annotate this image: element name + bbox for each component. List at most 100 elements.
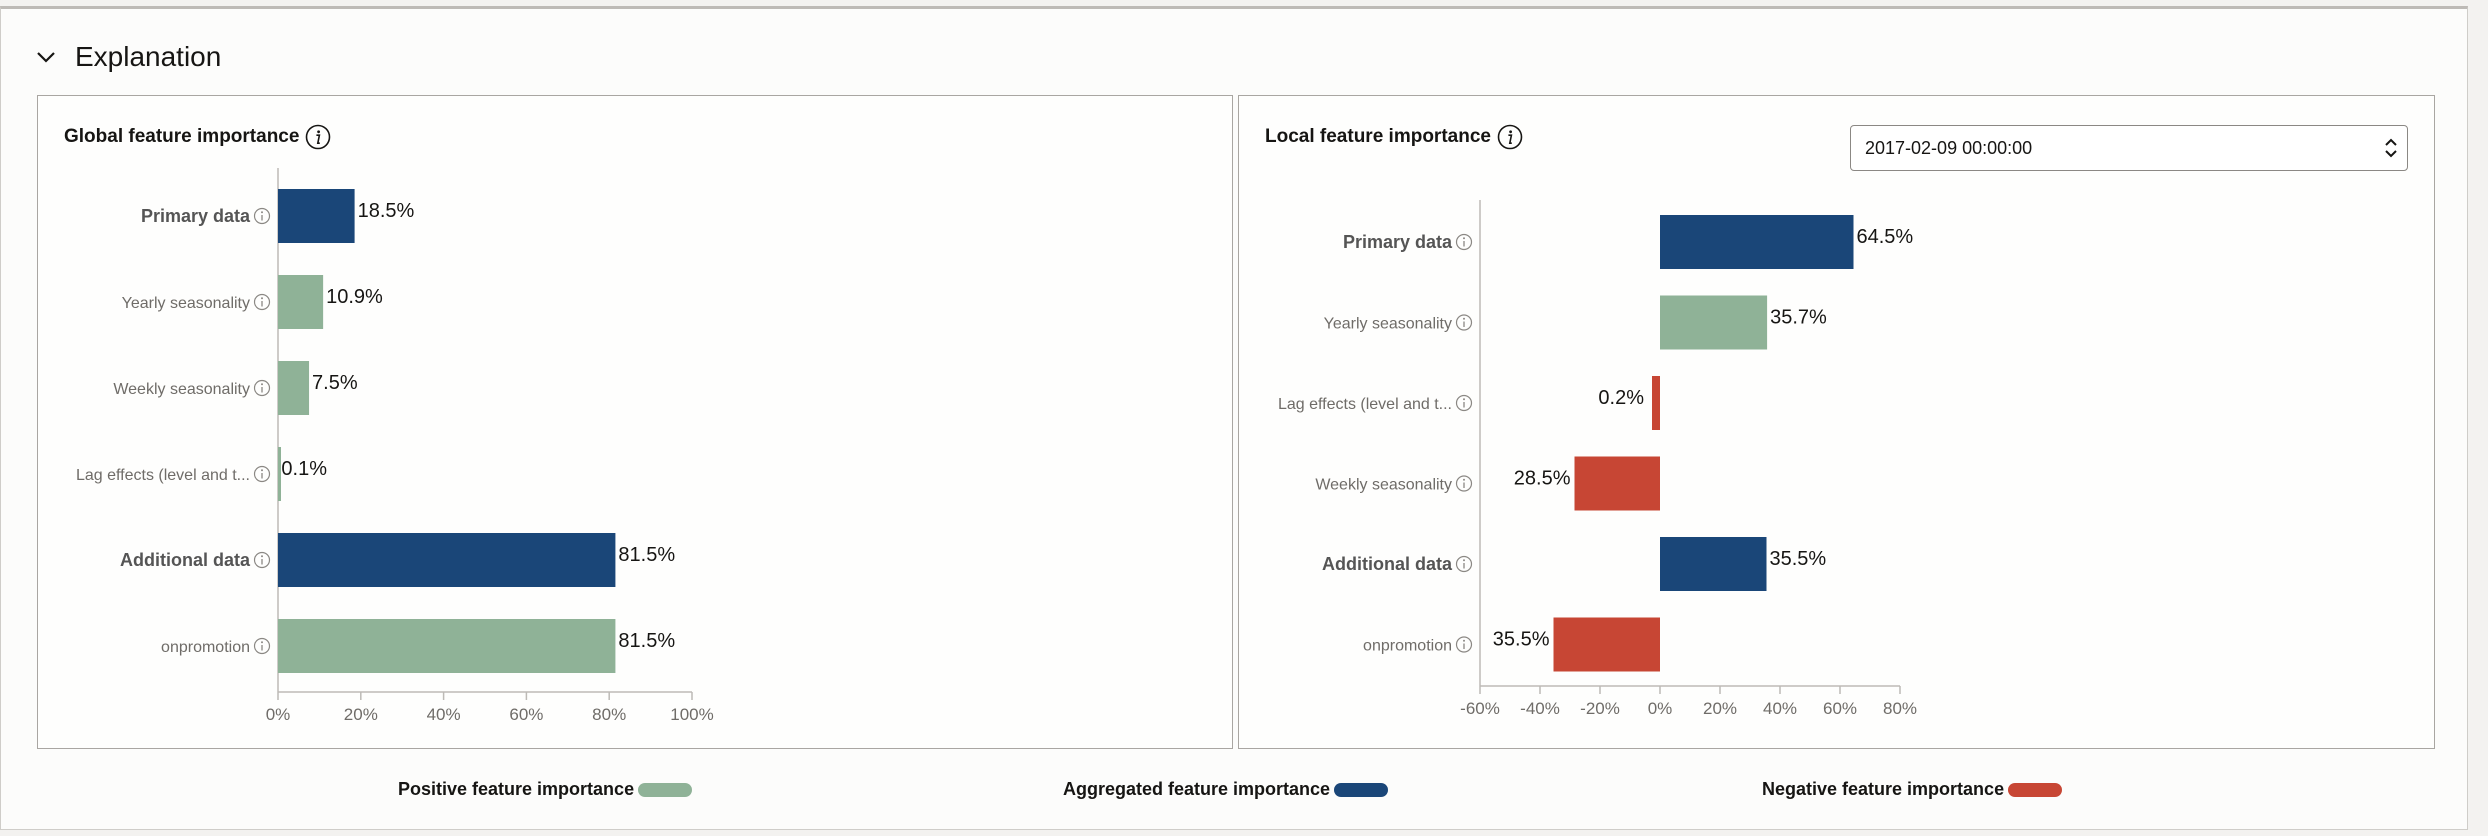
category-label: Weekly seasonality xyxy=(113,381,250,398)
info-icon-dot xyxy=(261,555,263,558)
category-label: Additional data xyxy=(1322,554,1453,574)
info-icon-dot xyxy=(1463,317,1465,320)
info-icon xyxy=(1455,475,1473,492)
category-label: Primary data xyxy=(1343,232,1453,252)
info-icon[interactable] xyxy=(305,124,331,150)
date-select-value: 2017-02-09 00:00:00 xyxy=(1865,138,2033,158)
info-icon xyxy=(253,551,271,569)
bar-value-label: 18.5% xyxy=(358,200,415,222)
bar-negative xyxy=(1553,617,1660,672)
info-icon xyxy=(253,465,271,483)
info-icon[interactable] xyxy=(1497,124,1523,150)
legend-positive: Positive feature importance xyxy=(398,779,693,800)
info-icon xyxy=(253,637,271,655)
global-title-text: Global feature importance xyxy=(64,126,300,147)
x-tick-label: 80% xyxy=(592,705,626,724)
legend-positive-swatch xyxy=(638,782,693,797)
info-icon-dot xyxy=(1463,478,1465,481)
category-label: Yearly seasonality xyxy=(122,295,250,312)
bar-positive xyxy=(278,619,616,673)
x-tick-label: 40% xyxy=(427,705,461,724)
section-title: Explanation xyxy=(75,41,222,72)
bar-value-label: 10.9% xyxy=(326,286,383,308)
section-header[interactable]: Explanation xyxy=(35,37,221,77)
local-panel-title: Local feature importance xyxy=(1265,124,1523,150)
x-tick-label: 40% xyxy=(1763,699,1797,718)
x-tick-label: 80% xyxy=(1883,699,1917,718)
bar-value-label: 35.7% xyxy=(1770,307,1827,329)
bar-aggregated xyxy=(1660,215,1854,269)
category-label: onpromotion xyxy=(1363,638,1452,655)
x-tick-label: 100% xyxy=(670,705,713,724)
local-title-text: Local feature importance xyxy=(1265,126,1491,147)
global-panel-title: Global feature importance xyxy=(64,124,331,150)
x-tick-label: -60% xyxy=(1460,699,1500,718)
x-tick-label: 20% xyxy=(344,705,378,724)
bar-positive xyxy=(278,447,281,501)
info-icon xyxy=(1455,555,1473,573)
explanation-section: Explanation Global feature importance 0%… xyxy=(0,6,2468,830)
info-icon-dot xyxy=(1463,559,1465,562)
chevron-updown-icon xyxy=(2385,138,2397,158)
legend-negative-label: Negative feature importance xyxy=(1762,779,2005,799)
bar-negative xyxy=(1652,376,1660,430)
info-icon xyxy=(253,379,271,397)
chevron-down-icon[interactable] xyxy=(35,46,57,68)
info-icon xyxy=(1455,636,1473,653)
legend-aggregated-swatch xyxy=(1334,782,1389,797)
bar-value-label: 35.5% xyxy=(1770,548,1827,570)
category-label: Primary data xyxy=(141,206,251,226)
global-importance-panel: Global feature importance 0% 20% 40% 60% 80%… xyxy=(37,95,1233,749)
bar-value-label: 28.5% xyxy=(1514,468,1571,490)
bar-value-label: 7.5% xyxy=(312,372,358,394)
info-icon xyxy=(1455,394,1473,412)
info-icon-dot xyxy=(1463,237,1465,240)
category-label: Lag effects (level and t... xyxy=(1278,396,1452,413)
bar-positive xyxy=(1660,295,1768,350)
x-tick-label: 20% xyxy=(1703,699,1737,718)
legend-negative-swatch xyxy=(2008,782,2063,797)
legend-aggregated-label: Aggregated feature importance xyxy=(1063,779,1331,799)
bar-value-label: 81.5% xyxy=(618,544,675,566)
category-label: Yearly seasonality xyxy=(1324,316,1452,333)
legend-positive-label: Positive feature importance xyxy=(398,779,635,799)
info-icon xyxy=(1455,314,1473,331)
category-label: onpromotion xyxy=(161,639,250,656)
x-tick-label: 0% xyxy=(266,705,291,724)
bar-aggregated xyxy=(278,189,355,243)
info-icon-dot xyxy=(1463,639,1465,642)
info-icon-dot xyxy=(261,641,263,644)
x-tick-label: 60% xyxy=(509,705,543,724)
bar-negative xyxy=(1574,456,1660,511)
category-label: Additional data xyxy=(120,550,251,570)
x-tick-label: -40% xyxy=(1520,699,1560,718)
info-icon-dot xyxy=(261,297,263,300)
date-select[interactable]: 2017-02-09 00:00:00 xyxy=(1850,125,2408,171)
info-icon-dot xyxy=(261,469,263,472)
bar-value-label: 0.2% xyxy=(1598,387,1644,409)
category-label: Lag effects (level and t... xyxy=(76,467,250,484)
bar-positive xyxy=(278,275,324,329)
global-importance-chart: 0% 20% 40% 60% 80% 100% Primary data 18.5% Yearl… xyxy=(76,168,714,724)
info-icon xyxy=(253,207,271,225)
bar-positive xyxy=(278,361,310,415)
info-icon-dot xyxy=(261,383,263,386)
x-tick-label: -20% xyxy=(1580,699,1620,718)
local-importance-panel: Local feature importance 2017-02-09 00:0… xyxy=(1238,95,2435,749)
bar-value-label: 64.5% xyxy=(1857,226,1914,248)
local-importance-chart: -60% -40% -20% 0% 20% 40% 60% 80% Primary data 64… xyxy=(1278,200,1917,718)
bar-value-label: 0.1% xyxy=(281,458,327,480)
bar-aggregated xyxy=(278,533,616,587)
bar-value-label: 81.5% xyxy=(618,630,675,652)
info-icon xyxy=(1455,233,1473,251)
x-tick-label: 0% xyxy=(1648,699,1673,718)
bar-value-label: 35.5% xyxy=(1493,629,1550,651)
category-label: Weekly seasonality xyxy=(1315,477,1452,494)
x-tick-label: 60% xyxy=(1823,699,1857,718)
bar-aggregated xyxy=(1660,537,1767,591)
legend-aggregated: Aggregated feature importance xyxy=(1063,779,1389,800)
info-icon-dot xyxy=(1463,398,1465,401)
info-icon-dot xyxy=(261,211,263,214)
legend-negative: Negative feature importance xyxy=(1762,779,2063,800)
chart-legend: Positive feature importance Aggregated f… xyxy=(1,779,2467,811)
